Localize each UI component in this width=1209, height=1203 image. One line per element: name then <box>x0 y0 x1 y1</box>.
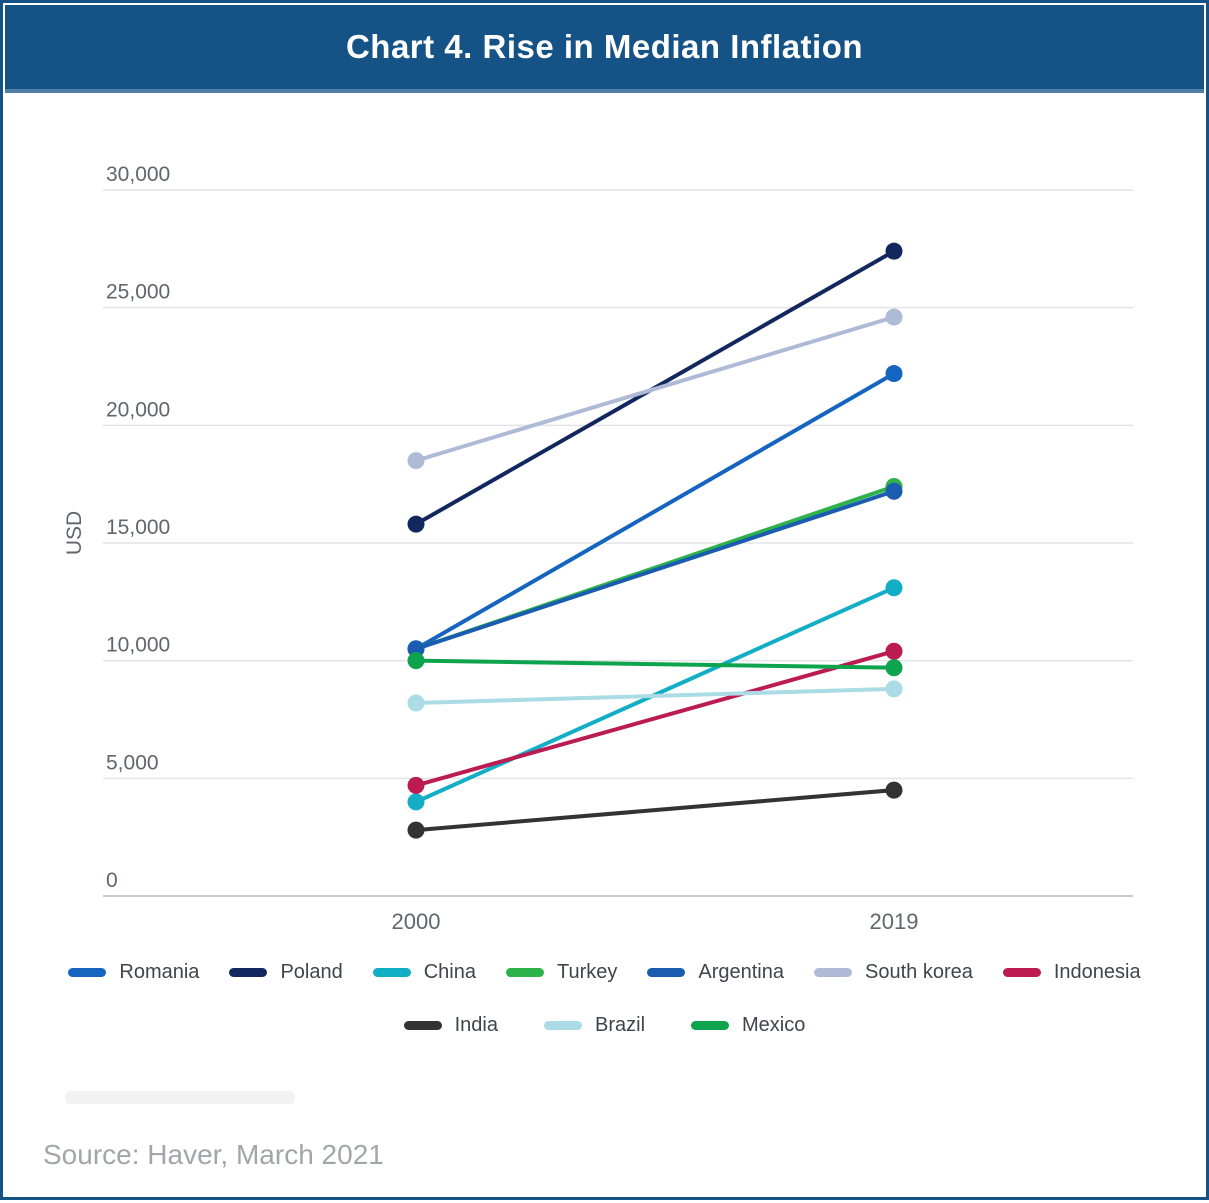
legend-item-south-korea: South korea <box>814 961 973 984</box>
legend-item-china: China <box>372 961 476 984</box>
point-india-2019 <box>885 781 903 799</box>
series-line-brazil <box>414 686 896 706</box>
legend-label-turkey: Turkey <box>556 961 618 983</box>
point-romania-2019 <box>885 365 903 383</box>
legend-label-argentina: Argentina <box>698 961 784 983</box>
series-line-india <box>414 788 896 833</box>
chart-header: Chart 4. Rise in Median Inflation <box>5 5 1204 93</box>
legend-swatch-turkey <box>505 968 544 977</box>
legend-swatch-argentina <box>647 968 686 977</box>
legend-swatch-south-korea <box>814 968 852 977</box>
legend-row-2: India Brazil Mexico <box>403 1014 805 1037</box>
point-india-2000 <box>407 821 425 839</box>
legend-label-indonesia: Indonesia <box>1053 961 1141 983</box>
point-mexico-2000 <box>407 652 425 670</box>
point-brazil-2000 <box>407 694 425 712</box>
point-argentina-2019 <box>885 482 903 500</box>
legend-label-brazil: Brazil <box>595 1014 646 1036</box>
y-tick-label-30000: 30,000 <box>106 163 170 186</box>
legend-label-mexico: Mexico <box>742 1014 806 1036</box>
y-tick-label-5000: 5,000 <box>106 751 159 774</box>
legend-swatch-brazil <box>544 1021 582 1030</box>
legend-label-poland: Poland <box>280 961 343 983</box>
series-line-argentina <box>414 489 896 651</box>
y-tick-label-15000: 15,000 <box>106 516 170 539</box>
faded-text-artifact <box>65 1091 295 1104</box>
legend-swatch-mexico <box>691 1021 730 1030</box>
point-argentina-2000 <box>407 640 425 658</box>
series-line-indonesia <box>414 649 896 788</box>
line-chart: 0 5,000 10,000 15,000 20,000 25,000 30,000 2000… <box>63 163 1133 934</box>
point-south-korea-2000 <box>407 452 425 470</box>
y-tick-label-10000: 10,000 <box>106 634 170 657</box>
point-china-2019 <box>885 579 903 597</box>
legend-swatch-china <box>372 968 411 977</box>
legend-item-india: India <box>403 1014 498 1037</box>
legend-row-1: Romania Poland China Turkey Argentina South k… <box>68 961 1141 984</box>
legend-label-south-korea: South korea <box>865 961 973 983</box>
chart-title: Chart 4. Rise in Median Inflation <box>345 28 864 65</box>
y-tick-label-0: 0 <box>106 869 118 892</box>
y-tick-label-20000: 20,000 <box>106 398 170 421</box>
point-poland-2000 <box>407 515 425 533</box>
legend-item-romania: Romania <box>68 961 199 984</box>
point-poland-2019 <box>885 242 903 260</box>
legend-swatch-india <box>403 1021 442 1030</box>
legend-swatch-indonesia <box>1002 968 1041 977</box>
legend-item-poland: Poland <box>229 961 343 984</box>
point-brazil-2019 <box>885 680 903 698</box>
series-line-romania <box>414 371 896 651</box>
legend-item-argentina: Argentina <box>647 961 784 984</box>
series-line-south-korea <box>414 315 896 463</box>
legend-label-india: India <box>454 1014 498 1036</box>
chart-legend: Romania Poland China Turkey Argentina South k… <box>3 961 1206 1037</box>
source-note: Source: Haver, March 2021 <box>43 1139 384 1170</box>
point-mexico-2019 <box>885 659 903 677</box>
legend-swatch-romania <box>68 968 107 977</box>
point-china-2000 <box>407 793 425 811</box>
point-indonesia-2000 <box>407 776 425 794</box>
series-line-mexico <box>414 658 896 670</box>
x-tick-label-2019: 2019 <box>870 909 919 934</box>
legend-label-romania: Romania <box>119 961 200 983</box>
legend-item-mexico: Mexico <box>691 1014 805 1037</box>
point-indonesia-2019 <box>885 642 903 660</box>
point-south-korea-2019 <box>885 308 903 326</box>
legend-item-brazil: Brazil <box>544 1014 645 1037</box>
y-axis-title: USD <box>63 511 86 555</box>
legend-swatch-poland <box>229 968 268 977</box>
legend-label-china: China <box>423 961 476 983</box>
legend-item-turkey: Turkey <box>505 961 618 984</box>
y-tick-label-25000: 25,000 <box>106 281 170 304</box>
x-tick-label-2000: 2000 <box>392 909 441 934</box>
legend-item-indonesia: Indonesia <box>1002 961 1141 984</box>
